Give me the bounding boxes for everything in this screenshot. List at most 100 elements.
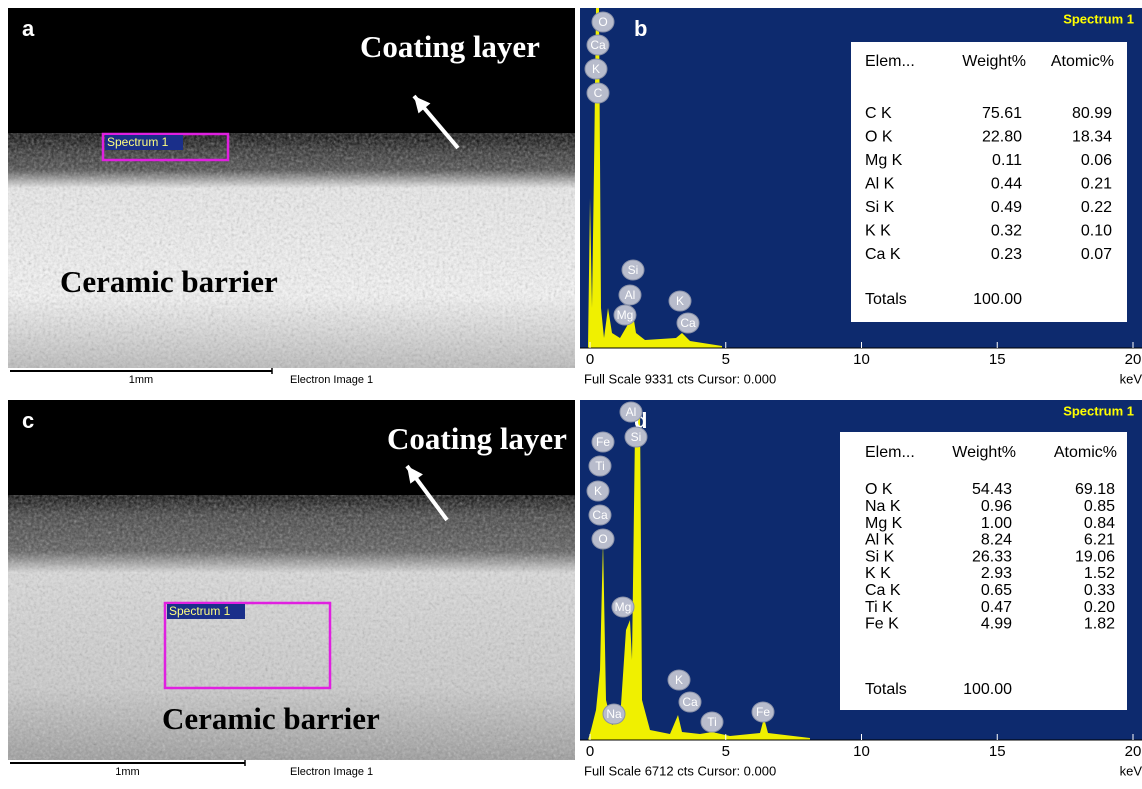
table-cell: Ti K	[865, 599, 893, 616]
x-tick-label: 10	[853, 351, 870, 368]
peak-label: Al	[626, 405, 637, 419]
table-cell: 69.18	[1075, 481, 1115, 498]
table-cell: K K	[865, 565, 891, 582]
x-tick-label: 20	[1125, 351, 1142, 368]
peak-label: Si	[631, 430, 642, 444]
table-cell: 1.52	[1084, 565, 1115, 582]
annotation: Ceramic barrier	[162, 701, 380, 736]
peak-label: K	[676, 294, 684, 308]
table-header: Weight%	[962, 53, 1026, 70]
box-label: Spectrum 1	[107, 135, 169, 149]
x-unit: keV	[1120, 371, 1142, 386]
table-cell: 0.20	[1084, 599, 1115, 616]
table-header: Elem...	[865, 444, 915, 461]
annotation: Ceramic barrier	[60, 264, 278, 299]
annotation: Coating layer	[360, 29, 540, 64]
table-header: Weight%	[952, 444, 1016, 461]
table-cell: 0.84	[1084, 515, 1115, 532]
x-tick-label: 0	[586, 351, 594, 368]
table-header: Atomic%	[1051, 53, 1114, 70]
figure: a Coating layer Ceramic barrier Spectrum 1 1…	[0, 0, 1142, 789]
panel-label: b	[634, 16, 647, 41]
table-cell: 22.80	[982, 129, 1022, 146]
table-cell: 0.96	[981, 498, 1012, 515]
table-cell: 0.44	[991, 176, 1022, 193]
table-total: 100.00	[973, 291, 1022, 308]
table-cell: 26.33	[972, 548, 1012, 565]
table-cell: 0.32	[991, 223, 1022, 240]
x-tick-label: 20	[1125, 743, 1142, 760]
table-cell: 1.82	[1084, 616, 1115, 633]
x-tick-label: 15	[989, 351, 1006, 368]
peak-label: Mg	[615, 600, 632, 614]
table-cell: Mg K	[865, 152, 903, 169]
peak-label: O	[598, 532, 607, 546]
x-tick-label: 5	[722, 351, 730, 368]
peak-label: Ti	[595, 459, 605, 473]
peak-label: K	[592, 62, 600, 76]
table-header: Atomic%	[1054, 444, 1117, 461]
peak-label: C	[594, 86, 603, 100]
table-cell: C K	[865, 105, 892, 122]
table-cell: Al K	[865, 176, 895, 193]
peak-label: K	[675, 673, 683, 687]
table-cell: 18.34	[1072, 129, 1112, 146]
scale-label: 1mm	[115, 766, 139, 778]
table-cell: 0.85	[1084, 498, 1115, 515]
table-cell: 54.43	[972, 481, 1012, 498]
spectrum-title: Spectrum 1	[1063, 11, 1134, 26]
table-header: Elem...	[865, 53, 915, 70]
table-cell: Ca K	[865, 582, 901, 599]
image-caption: Electron Image 1	[290, 374, 373, 386]
table-cell: Fe K	[865, 616, 899, 633]
table-cell: 0.49	[991, 199, 1022, 216]
peak-label: Ti	[707, 715, 717, 729]
peak-label: Ca	[682, 695, 698, 709]
annotation: Coating layer	[387, 421, 567, 456]
x-tick-label: 10	[853, 743, 870, 760]
peak-label: Na	[606, 707, 622, 721]
x-unit: keV	[1120, 763, 1142, 778]
table-cell: 0.06	[1081, 152, 1112, 169]
scale-label: 1mm	[129, 374, 153, 386]
table-cell: 0.10	[1081, 223, 1112, 240]
table-cell: 0.21	[1081, 176, 1112, 193]
table-cell: 19.06	[1075, 548, 1115, 565]
table-total: Totals	[865, 681, 907, 698]
sem-texture	[8, 8, 575, 133]
spectrum-title: Spectrum 1	[1063, 403, 1134, 418]
table-cell: 1.00	[981, 515, 1012, 532]
table-cell: 6.21	[1084, 532, 1115, 549]
spectrum-panel: 0 5 10 15 20 keV Full Scale 9331 cts Cursor: 0…	[580, 8, 1142, 386]
table-total: 100.00	[963, 681, 1012, 698]
table-cell: O K	[865, 129, 893, 146]
table-cell: O K	[865, 481, 893, 498]
peak-label: Si	[628, 263, 639, 277]
table-cell: 0.65	[981, 582, 1012, 599]
table-cell: Al K	[865, 532, 895, 549]
table-cell: K K	[865, 223, 891, 240]
table-cell: 8.24	[981, 532, 1012, 549]
peak-label: K	[594, 484, 602, 498]
table-total: Totals	[865, 291, 907, 308]
table-cell: 2.93	[981, 565, 1012, 582]
x-tick-label: 5	[722, 743, 730, 760]
table-cell: 0.33	[1084, 582, 1115, 599]
table-cell: Ca K	[865, 246, 901, 263]
peak-label: Ca	[680, 316, 696, 330]
table-cell: 0.22	[1081, 199, 1112, 216]
x-tick-label: 0	[586, 743, 594, 760]
footer: Full Scale 6712 cts Cursor: 0.000	[584, 763, 776, 778]
table-cell: Si K	[865, 548, 895, 565]
peak-label: Al	[625, 288, 636, 302]
table-cell: 0.07	[1081, 246, 1112, 263]
table-cell: 75.61	[982, 105, 1022, 122]
table-cell: Si K	[865, 199, 895, 216]
box-label: Spectrum 1	[169, 604, 231, 618]
footer: Full Scale 9331 cts Cursor: 0.000	[584, 371, 776, 386]
table-cell: 0.11	[992, 152, 1022, 169]
panel-label: a	[22, 16, 35, 41]
table-cell: 0.47	[981, 599, 1012, 616]
table-cell: Na K	[865, 498, 901, 515]
